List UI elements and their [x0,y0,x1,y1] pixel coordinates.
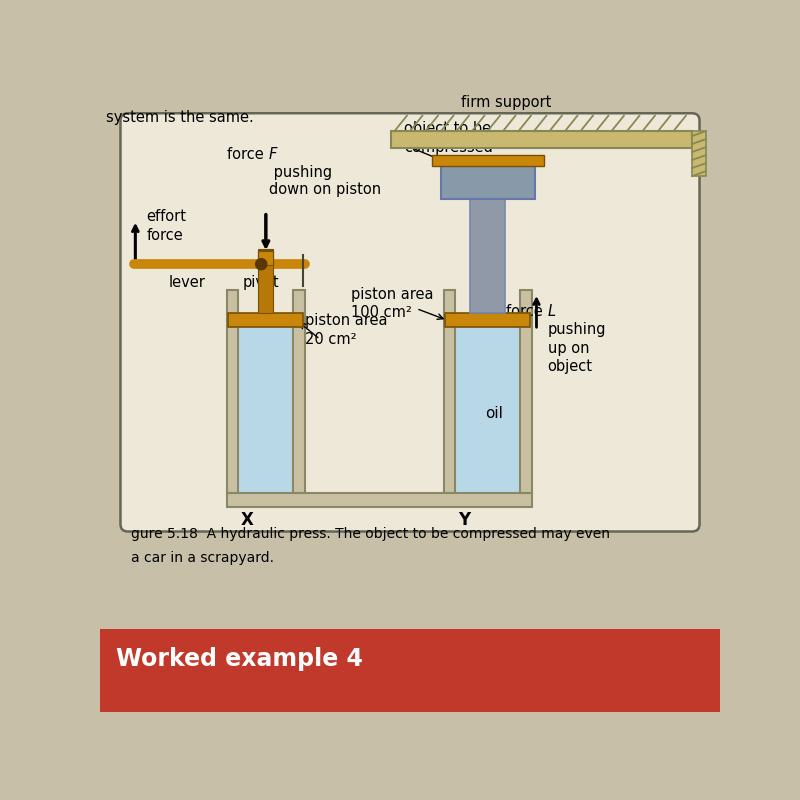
Text: a car in a scrapyard.: a car in a scrapyard. [131,550,274,565]
Text: system is the same.: system is the same. [106,110,254,125]
Bar [227,494,531,507]
Bar [391,131,692,148]
Bar [455,327,520,494]
Bar [258,249,274,314]
Text: pivot: pivot [243,275,279,290]
Text: oil: oil [485,406,503,421]
Text: L: L [548,303,556,318]
Text: lever: lever [168,275,206,290]
Text: gure 5.18  A hydraulic press. The object to be compressed may even: gure 5.18 A hydraulic press. The object … [131,527,610,541]
Bar [432,154,544,166]
Text: Y: Y [458,510,470,529]
FancyBboxPatch shape [121,114,699,531]
Bar [441,166,534,199]
Text: Worked example 4: Worked example 4 [115,647,362,671]
Text: object to be
compressed: object to be compressed [404,121,493,154]
Text: force: force [227,146,269,162]
Text: F: F [269,146,277,162]
Text: piston area
100 cm²: piston area 100 cm² [351,286,434,320]
Bar [228,314,303,327]
Bar [238,327,294,494]
Text: force: force [506,303,548,318]
Bar [294,290,305,494]
Bar [100,629,720,712]
Text: firm support: firm support [461,94,551,110]
Bar [258,251,274,265]
Bar [444,290,455,494]
Bar [446,314,530,327]
Bar [470,199,505,314]
Bar [227,290,238,494]
Text: X: X [241,510,254,529]
Bar [692,131,706,176]
Circle shape [256,258,266,270]
Bar [258,250,274,264]
Text: effort
force: effort force [146,209,186,242]
Text: pushing
up on
object: pushing up on object [548,322,606,374]
Bar [238,494,520,507]
Text: pushing
down on piston: pushing down on piston [269,165,381,198]
Text: piston area
20 cm²: piston area 20 cm² [305,314,387,347]
Bar [520,290,531,494]
